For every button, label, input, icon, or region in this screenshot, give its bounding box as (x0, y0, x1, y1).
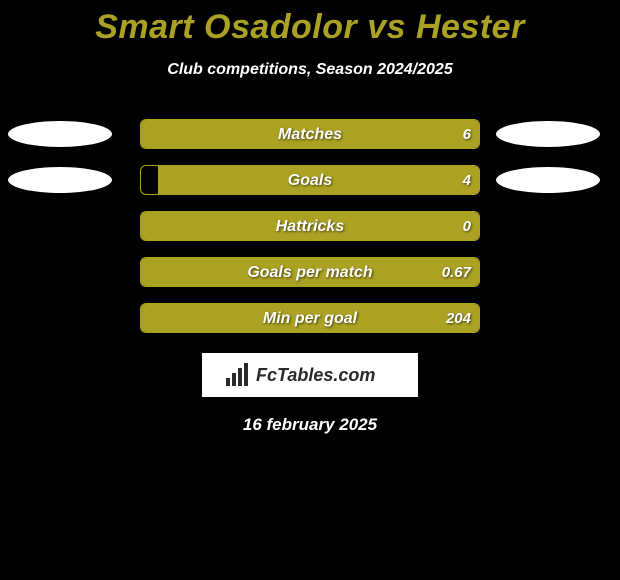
brand-logo-icon: FcTables.com (220, 360, 400, 390)
brand-box: FcTables.com (202, 353, 418, 397)
stat-bar-track: Goals per match0.67 (140, 257, 480, 287)
stat-label: Matches (141, 120, 479, 149)
stat-value-right: 6 (463, 120, 471, 149)
stats-section: Matches6Goals4Hattricks0Goals per match0… (0, 119, 620, 333)
subtitle: Club competitions, Season 2024/2025 (0, 61, 620, 79)
stat-value-right: 4 (463, 166, 471, 195)
stat-value-right: 0.67 (442, 258, 471, 287)
stat-bar-track: Hattricks0 (140, 211, 480, 241)
stat-bar-track: Min per goal204 (140, 303, 480, 333)
stat-bar-track: Goals4 (140, 165, 480, 195)
brand-text: FcTables.com (256, 365, 375, 385)
player-left-ellipse (8, 167, 112, 193)
date-text: 16 february 2025 (0, 415, 620, 435)
stat-value-right: 204 (446, 304, 471, 333)
player-right-ellipse (496, 121, 600, 147)
player-left-ellipse (8, 121, 112, 147)
stat-row: Matches6 (0, 119, 620, 149)
stat-row: Hattricks0 (0, 211, 620, 241)
stat-row: Goals per match0.67 (0, 257, 620, 287)
stat-label: Goals per match (141, 258, 479, 287)
stat-row: Goals4 (0, 165, 620, 195)
stat-row: Min per goal204 (0, 303, 620, 333)
stat-label: Hattricks (141, 212, 479, 241)
page-title: Smart Osadolor vs Hester (0, 0, 620, 47)
stat-label: Goals (141, 166, 479, 195)
stat-bar-track: Matches6 (140, 119, 480, 149)
stat-label: Min per goal (141, 304, 479, 333)
player-right-ellipse (496, 167, 600, 193)
stat-value-right: 0 (463, 212, 471, 241)
comparison-infographic: Smart Osadolor vs Hester Club competitio… (0, 0, 620, 435)
